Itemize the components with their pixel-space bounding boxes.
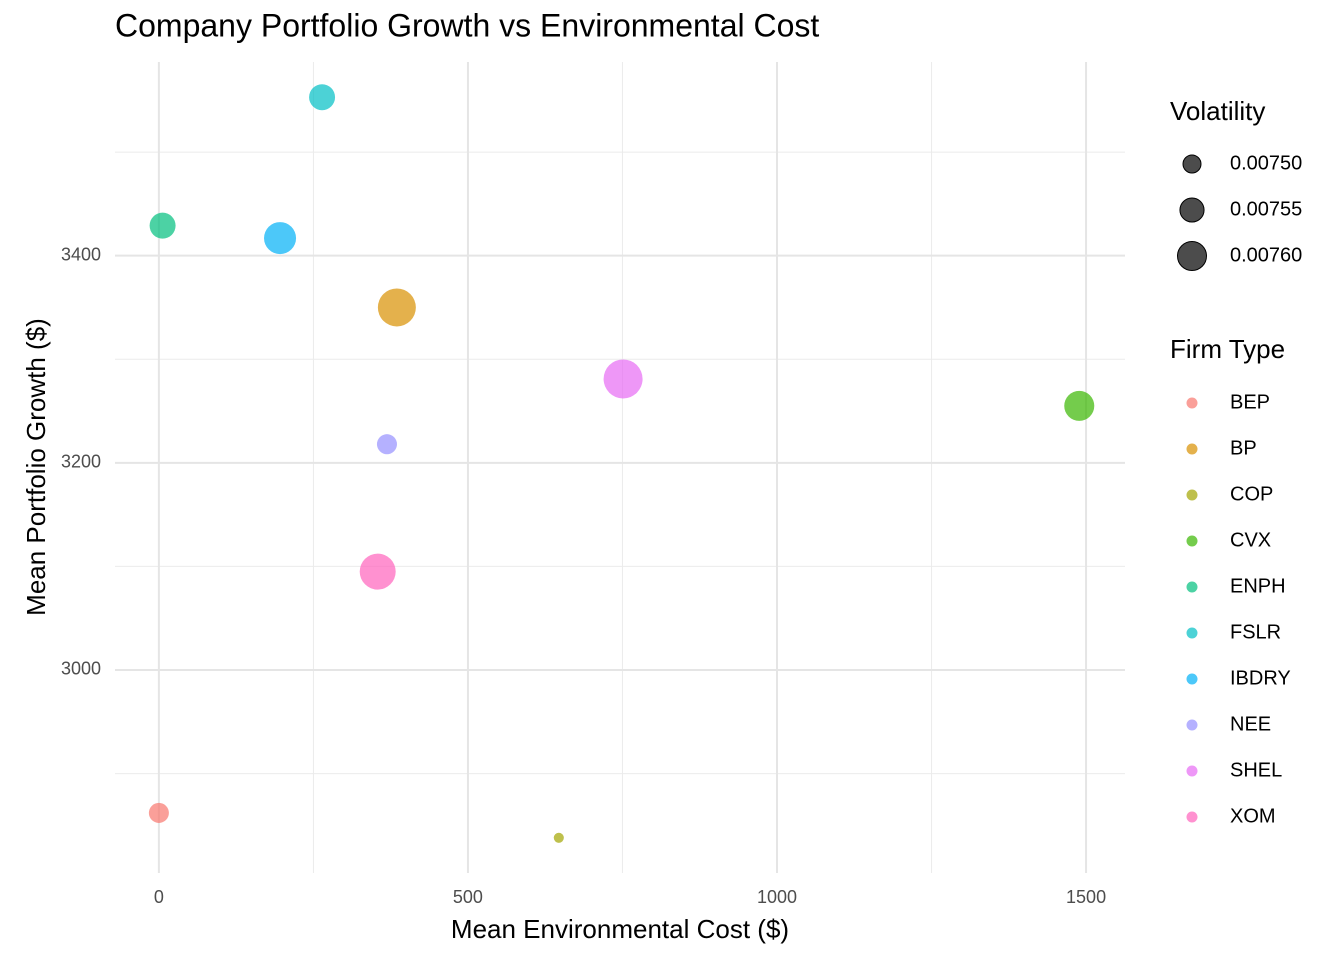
point bbox=[553, 832, 564, 843]
color-legend-label: FSLR bbox=[1230, 621, 1281, 643]
color-legend-label: BP bbox=[1230, 437, 1257, 459]
color-legend-key bbox=[1186, 719, 1198, 731]
color-legend-label: SHEL bbox=[1230, 759, 1282, 781]
color-legend-label: NEE bbox=[1230, 713, 1271, 735]
point bbox=[1064, 390, 1095, 421]
color-legend-key bbox=[1186, 489, 1198, 501]
color-legend-key bbox=[1186, 811, 1198, 823]
x-axis-label: Mean Environmental Cost ($) bbox=[451, 914, 789, 944]
size-legend-label: 0.00755 bbox=[1230, 198, 1302, 220]
size-legend-label: 0.00760 bbox=[1230, 244, 1302, 266]
size-legend-key bbox=[1179, 197, 1205, 223]
y-tick-label: 3400 bbox=[61, 244, 101, 264]
point bbox=[264, 222, 297, 255]
point bbox=[148, 802, 169, 823]
color-legend-label: COP bbox=[1230, 483, 1273, 505]
point bbox=[377, 288, 416, 327]
color-legend-title: Firm Type bbox=[1170, 334, 1285, 364]
x-tick-label: 0 bbox=[154, 887, 164, 907]
color-legend-key bbox=[1186, 673, 1198, 685]
point bbox=[359, 553, 396, 590]
color-legend-key bbox=[1186, 765, 1198, 777]
y-axis-label: Mean Portfolio Growth ($) bbox=[21, 318, 51, 616]
x-tick-label: 1000 bbox=[757, 887, 797, 907]
color-legend-key bbox=[1186, 443, 1198, 455]
chart-title: Company Portfolio Growth vs Environmenta… bbox=[115, 7, 819, 43]
point bbox=[376, 434, 397, 455]
y-tick-label: 3200 bbox=[61, 452, 101, 472]
point bbox=[149, 212, 176, 239]
color-legend-label: IBDRY bbox=[1230, 667, 1291, 689]
point bbox=[309, 84, 336, 111]
x-tick-label: 1500 bbox=[1066, 887, 1106, 907]
y-tick-label: 3000 bbox=[61, 659, 101, 679]
color-legend-key bbox=[1186, 535, 1198, 547]
color-legend-key bbox=[1186, 627, 1198, 639]
color-legend-key bbox=[1186, 397, 1198, 409]
size-legend-key bbox=[1177, 241, 1207, 271]
size-legend-label: 0.00750 bbox=[1230, 152, 1302, 174]
color-legend-key bbox=[1186, 581, 1198, 593]
x-tick-label: 500 bbox=[453, 887, 483, 907]
size-legend-key bbox=[1182, 154, 1202, 174]
size-legend-title: Volatility bbox=[1170, 96, 1265, 126]
color-legend-label: BEP bbox=[1230, 391, 1270, 413]
color-legend-label: CVX bbox=[1230, 529, 1271, 551]
color-legend-label: ENPH bbox=[1230, 575, 1286, 597]
color-legend-label: XOM bbox=[1230, 805, 1276, 827]
point bbox=[603, 359, 643, 399]
